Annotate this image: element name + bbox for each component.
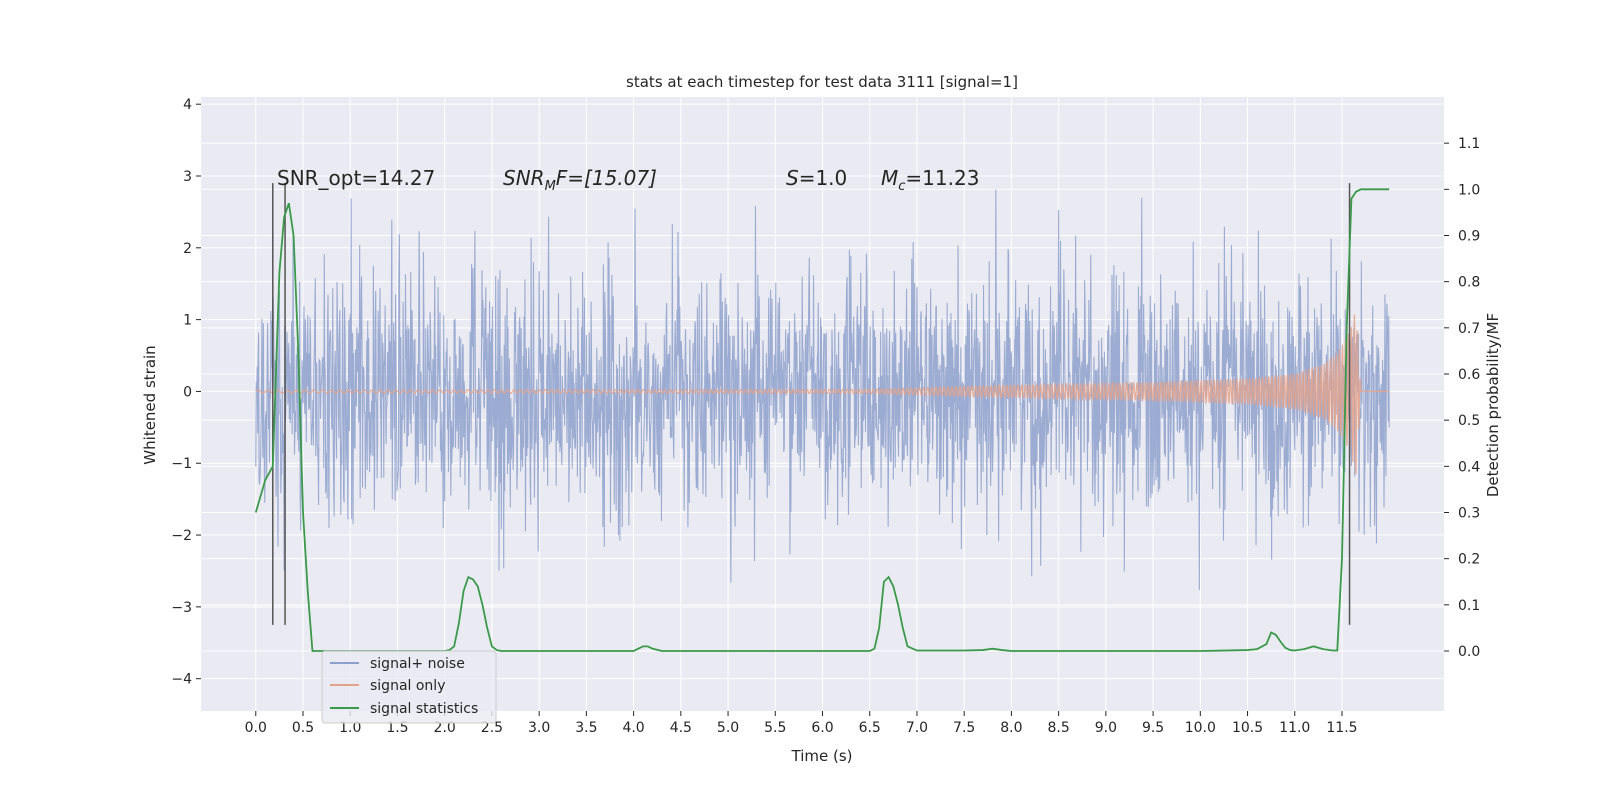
- x-tick-label: 2.5: [481, 720, 503, 736]
- x-tick-label: 0.5: [292, 720, 314, 736]
- signal-only-series: [255, 314, 1390, 474]
- signal-noise-line: [255, 189, 1390, 591]
- y2-tick-label: 1.1: [1458, 136, 1480, 152]
- legend-label-signal-noise: signal+ noise: [370, 656, 465, 672]
- legend: signal+ noise signal only signal statist…: [321, 650, 497, 724]
- y2-tick-label: 0.8: [1458, 275, 1480, 291]
- y2-axis-ticks: 1.1 1.0 0.9 0.8 0.7 0.6 0.5 0.4 0.3 0.2 0.1 0.0: [1444, 136, 1480, 660]
- y-tick-label: −4: [171, 672, 192, 688]
- signal-noise-series: [255, 189, 1390, 591]
- y2-tick-label: 1.0: [1458, 182, 1480, 198]
- x-tick-label: 9.0: [1095, 720, 1117, 736]
- x-tick-label: 11.5: [1326, 720, 1357, 736]
- x-axis-ticks: 0.0 0.5 1.0 1.5 2.0 2.5 3.0 3.5 4.0 4.5 5.0 5.5 6.0 6…: [245, 711, 1358, 736]
- y-tick-label: −3: [171, 600, 192, 616]
- legend-box: [321, 650, 497, 724]
- x-tick-label: 3.5: [575, 720, 597, 736]
- x-tick-label: 11.0: [1279, 720, 1310, 736]
- y2-axis-label: Detection probability/MF: [1484, 313, 1502, 497]
- y2-tick-label: 0.2: [1458, 552, 1480, 568]
- x-tick-label: 6.5: [859, 720, 881, 736]
- x-axis-label: Time (s): [791, 747, 853, 765]
- x-tick-label: 2.0: [434, 720, 456, 736]
- grid-lines: [201, 97, 1444, 711]
- x-tick-label: 1.5: [386, 720, 408, 736]
- annotation-s: S=1.0: [786, 166, 847, 190]
- x-tick-label: 4.0: [622, 720, 644, 736]
- y2-tick-label: 0.4: [1458, 459, 1480, 475]
- chart-title: stats at each timestep for test data 311…: [626, 73, 1018, 91]
- x-tick-label: 7.5: [953, 720, 975, 736]
- y-tick-label: 1: [183, 313, 192, 329]
- y2-tick-label: 0.3: [1458, 505, 1480, 521]
- x-tick-label: 10.5: [1232, 720, 1263, 736]
- y-tick-label: 4: [183, 97, 192, 113]
- x-tick-label: 0.0: [245, 720, 267, 736]
- y2-tick-label: 0.0: [1458, 644, 1480, 660]
- x-tick-label: 1.0: [339, 720, 361, 736]
- y2-tick-label: 0.9: [1458, 228, 1480, 244]
- y-tick-label: −1: [171, 456, 192, 472]
- x-tick-label: 5.5: [764, 720, 786, 736]
- y2-tick-label: 0.7: [1458, 321, 1480, 337]
- annotation-snr-opt: SNR_opt=14.27: [277, 166, 435, 190]
- annotation-snr-mf: SNRMF=[15.07]: [503, 166, 657, 194]
- x-tick-label: 9.5: [1142, 720, 1164, 736]
- legend-label-signal-only: signal only: [370, 678, 445, 694]
- annotations: SNR_opt=14.27 SNRMF=[15.07] S=1.0 Mc=11.…: [277, 166, 979, 194]
- y2-tick-label: 0.5: [1458, 413, 1480, 429]
- y-axis-ticks: 4 3 2 1 0 −1 −2 −3 −4: [171, 97, 201, 688]
- y-tick-label: 0: [183, 384, 192, 400]
- x-tick-label: 8.5: [1047, 720, 1069, 736]
- x-tick-label: 5.0: [717, 720, 739, 736]
- y-tick-label: 3: [183, 169, 192, 185]
- y-tick-label: −2: [171, 528, 192, 544]
- x-tick-label: 10.0: [1185, 720, 1216, 736]
- y2-tick-label: 0.1: [1458, 598, 1480, 614]
- x-tick-label: 6.0: [811, 720, 833, 736]
- x-tick-label: 4.5: [670, 720, 692, 736]
- signal-only-line: [255, 314, 1390, 474]
- x-tick-label: 7.0: [906, 720, 928, 736]
- y-axis-label: Whitened strain: [141, 345, 159, 464]
- y2-tick-label: 0.6: [1458, 367, 1480, 383]
- x-tick-label: 3.0: [528, 720, 550, 736]
- legend-label-signal-statistics: signal statistics: [370, 701, 478, 717]
- annotation-mc: Mc=11.23: [881, 166, 979, 194]
- x-tick-label: 8.0: [1000, 720, 1022, 736]
- y-tick-label: 2: [183, 241, 192, 257]
